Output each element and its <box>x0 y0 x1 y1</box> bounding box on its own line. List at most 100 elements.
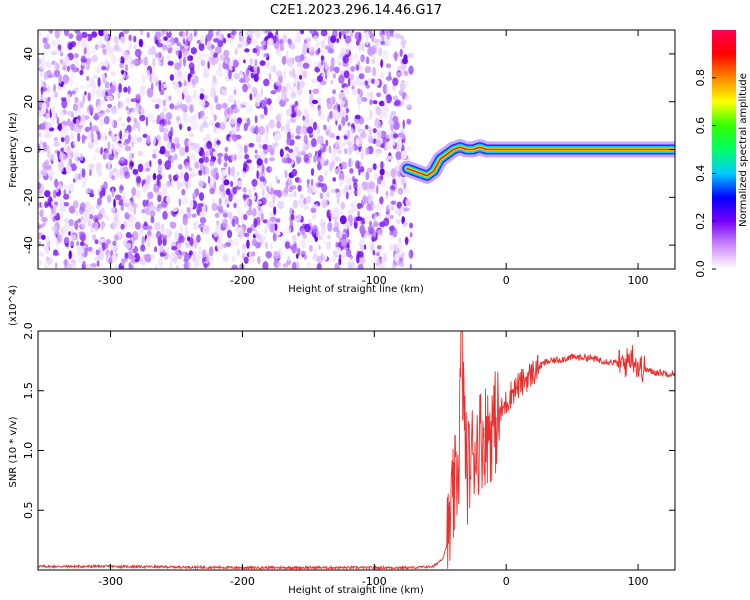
noise-speckle <box>96 260 100 267</box>
noise-speckle <box>120 36 126 44</box>
noise-speckle <box>265 251 273 259</box>
noise-speckle <box>109 46 114 55</box>
noise-speckle <box>124 252 129 259</box>
noise-speckle <box>91 82 97 90</box>
noise-speckle <box>237 43 243 49</box>
noise-speckle <box>405 199 412 207</box>
noise-speckle <box>134 252 140 263</box>
noise-speckle <box>56 116 60 125</box>
noise-speckle <box>66 118 71 127</box>
noise-speckle <box>54 262 58 269</box>
noise-speckle <box>91 189 94 195</box>
noise-speckle <box>184 225 188 231</box>
noise-speckle <box>260 197 267 206</box>
noise-speckle <box>350 31 353 38</box>
y-tick-label: 0 <box>22 146 35 153</box>
noise-speckle <box>365 38 369 46</box>
noise-speckle <box>42 96 46 102</box>
noise-speckle <box>68 190 71 195</box>
noise-speckle <box>73 124 78 133</box>
noise-speckle <box>54 48 61 56</box>
noise-speckle <box>82 94 85 104</box>
noise-speckle <box>140 244 146 252</box>
x-tick-label: 0 <box>503 274 510 287</box>
noise-speckle <box>251 251 256 257</box>
noise-speckle <box>44 190 51 198</box>
noise-speckle <box>260 87 264 97</box>
noise-speckle <box>256 158 263 166</box>
noise-speckle <box>291 159 295 165</box>
noise-speckle <box>131 126 136 131</box>
noise-speckle <box>332 73 336 79</box>
noise-speckle <box>54 91 59 98</box>
noise-speckle <box>123 171 131 179</box>
noise-speckle <box>268 119 275 129</box>
noise-speckle <box>327 48 335 54</box>
noise-speckle <box>74 53 79 59</box>
noise-speckle <box>320 30 328 37</box>
noise-speckle <box>162 99 166 107</box>
noise-speckle <box>53 249 58 254</box>
noise-speckle <box>355 160 360 169</box>
noise-speckle <box>375 106 382 116</box>
noise-speckle <box>402 119 406 130</box>
noise-speckle <box>349 168 354 174</box>
noise-speckle <box>228 166 231 176</box>
noise-speckle <box>323 62 327 67</box>
noise-speckle <box>332 30 338 39</box>
noise-speckle <box>306 261 312 269</box>
noise-speckle <box>175 230 179 240</box>
y-tick-label: -20 <box>22 188 35 206</box>
noise-speckle <box>302 115 306 121</box>
noise-speckle <box>141 235 145 245</box>
noise-speckle <box>334 188 340 193</box>
noise-speckle <box>256 200 262 205</box>
noise-speckle <box>140 30 144 36</box>
noise-speckle <box>61 98 68 109</box>
noise-speckle <box>398 179 403 184</box>
noise-speckle <box>332 253 336 263</box>
noise-speckle <box>343 70 350 79</box>
noise-speckle <box>205 164 208 174</box>
noise-speckle <box>343 148 348 155</box>
noise-speckle <box>205 37 208 46</box>
noise-speckle <box>227 239 233 244</box>
noise-speckle <box>375 203 383 210</box>
noise-speckle <box>385 85 389 94</box>
noise-speckle <box>242 101 248 106</box>
noise-speckle <box>406 103 413 108</box>
noise-speckle <box>38 259 43 266</box>
noise-speckle <box>330 95 334 104</box>
noise-speckle <box>275 231 281 236</box>
noise-speckle <box>164 228 170 236</box>
noise-speckle <box>232 59 239 68</box>
noise-speckle <box>197 203 204 208</box>
noise-speckle <box>177 243 181 249</box>
noise-speckle <box>354 52 358 62</box>
noise-speckle <box>245 68 250 77</box>
noise-speckle <box>45 113 49 120</box>
noise-speckle <box>77 102 80 112</box>
noise-speckle <box>196 56 202 64</box>
noise-speckle <box>360 244 365 252</box>
noise-speckle <box>272 194 276 204</box>
noise-speckle <box>303 203 309 211</box>
noise-speckle <box>97 69 101 74</box>
noise-speckle <box>268 105 273 111</box>
noise-speckle <box>229 120 236 125</box>
noise-speckle <box>264 157 268 164</box>
noise-speckle <box>181 188 186 196</box>
noise-speckle <box>231 134 238 142</box>
noise-speckle <box>279 148 284 158</box>
noise-speckle <box>122 131 127 140</box>
noise-speckle <box>223 63 229 69</box>
noise-speckle <box>310 178 314 187</box>
noise-speckle <box>159 123 165 133</box>
noise-speckle <box>238 33 244 43</box>
noise-speckle <box>239 78 246 84</box>
noise-speckle <box>272 232 277 242</box>
noise-speckle <box>152 119 157 124</box>
noise-speckle <box>83 177 88 183</box>
noise-speckle <box>199 93 205 100</box>
noise-speckle <box>167 60 174 66</box>
